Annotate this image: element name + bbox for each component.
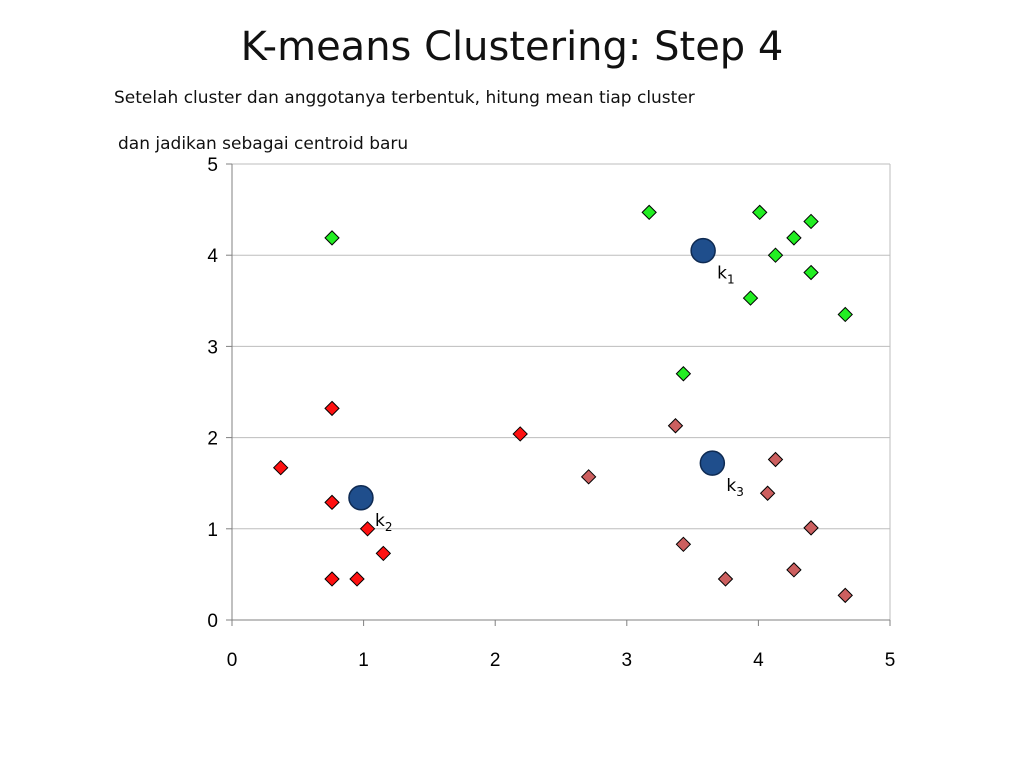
data-point-s2-1 [580, 469, 597, 485]
data-point-s0-3 [803, 213, 819, 230]
subtitle-line-2: dan jadikan sebagai centroid baru [118, 134, 409, 154]
x-tick-label-0: 0 [227, 650, 238, 671]
data-point-s1-0 [324, 400, 340, 417]
data-point-s0-2 [752, 204, 768, 221]
data-point-s1-7 [349, 571, 365, 587]
data-point-s2-0 [667, 418, 684, 434]
x-tick-label-3: 3 [622, 650, 633, 671]
slide-title: K-means Clustering: Step 4 [240, 24, 784, 70]
subtitle-line-1: Setelah cluster dan anggotanya terbentuk… [114, 88, 695, 108]
centroid-layer: k1 k2 k3 [348, 237, 744, 534]
data-point-s2-7 [786, 562, 802, 578]
data-point-s2-2 [767, 451, 784, 468]
x-tick-label-2: 2 [490, 650, 501, 671]
y-tick-label-5: 5 [207, 155, 218, 176]
centroid-k3 [699, 450, 726, 476]
y-tick-label-3: 3 [207, 337, 218, 358]
data-point-s1-2 [272, 459, 289, 476]
point-layer [272, 204, 853, 604]
data-point-s0-0 [324, 230, 340, 246]
centroid-k2 [348, 485, 374, 511]
data-point-s2-5 [675, 536, 692, 553]
data-point-s1-4 [359, 521, 376, 537]
data-point-s0-9 [675, 366, 692, 382]
data-point-s2-6 [717, 571, 734, 587]
data-point-s0-6 [803, 264, 819, 281]
y-tick-label-1: 1 [207, 520, 218, 541]
data-point-s0-7 [742, 290, 759, 306]
data-point-s0-5 [767, 247, 784, 263]
x-tick-label-4: 4 [753, 650, 764, 671]
centroid-label-k3: k3 [726, 476, 744, 499]
y-tick-label-0: 0 [207, 611, 218, 632]
x-tick-label-1: 1 [358, 650, 369, 671]
centroid-label-k1: k1 [717, 264, 735, 287]
data-point-s1-5 [375, 545, 392, 562]
axis-layer: 0 1 2 3 4 5 0 1 2 3 4 5 [207, 155, 895, 671]
x-tick-label-5: 5 [885, 650, 896, 671]
data-point-s2-8 [837, 587, 853, 604]
data-point-s0-1 [641, 204, 657, 221]
y-tick-label-4: 4 [207, 246, 218, 267]
data-point-s2-3 [759, 485, 776, 501]
data-point-s1-6 [324, 571, 340, 587]
data-point-s1-3 [324, 494, 340, 511]
centroid-k1 [690, 237, 716, 264]
data-point-s1-1 [512, 426, 528, 442]
data-point-s0-4 [786, 230, 802, 246]
data-point-s2-4 [803, 520, 819, 536]
centroid-label-k2: k2 [375, 511, 393, 534]
y-tick-label-2: 2 [207, 429, 218, 450]
data-point-s0-8 [837, 306, 853, 323]
